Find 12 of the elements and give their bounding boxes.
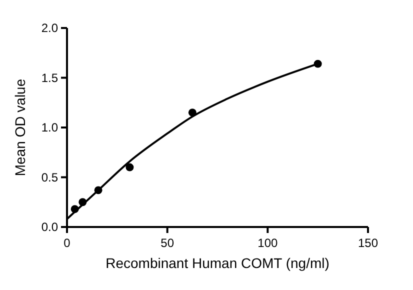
y-axis-title: Mean OD value	[12, 78, 28, 176]
y-tick-label: 2.0	[41, 21, 58, 36]
y-tick-label: 0.0	[41, 220, 58, 234]
point	[126, 163, 134, 172]
x-tick-label: 100	[258, 236, 278, 250]
x-axis-title: Recombinant Human COMT (ng/ml)	[106, 255, 330, 271]
x-tick-label: 0	[64, 236, 71, 250]
y-tick-label: 0.5	[41, 170, 58, 184]
y-tick-label: 1.0	[41, 120, 58, 135]
y-tick-label: 1.5	[41, 70, 58, 85]
x-tick-label: 150	[358, 236, 378, 250]
x-tick-label: 50	[160, 236, 174, 250]
